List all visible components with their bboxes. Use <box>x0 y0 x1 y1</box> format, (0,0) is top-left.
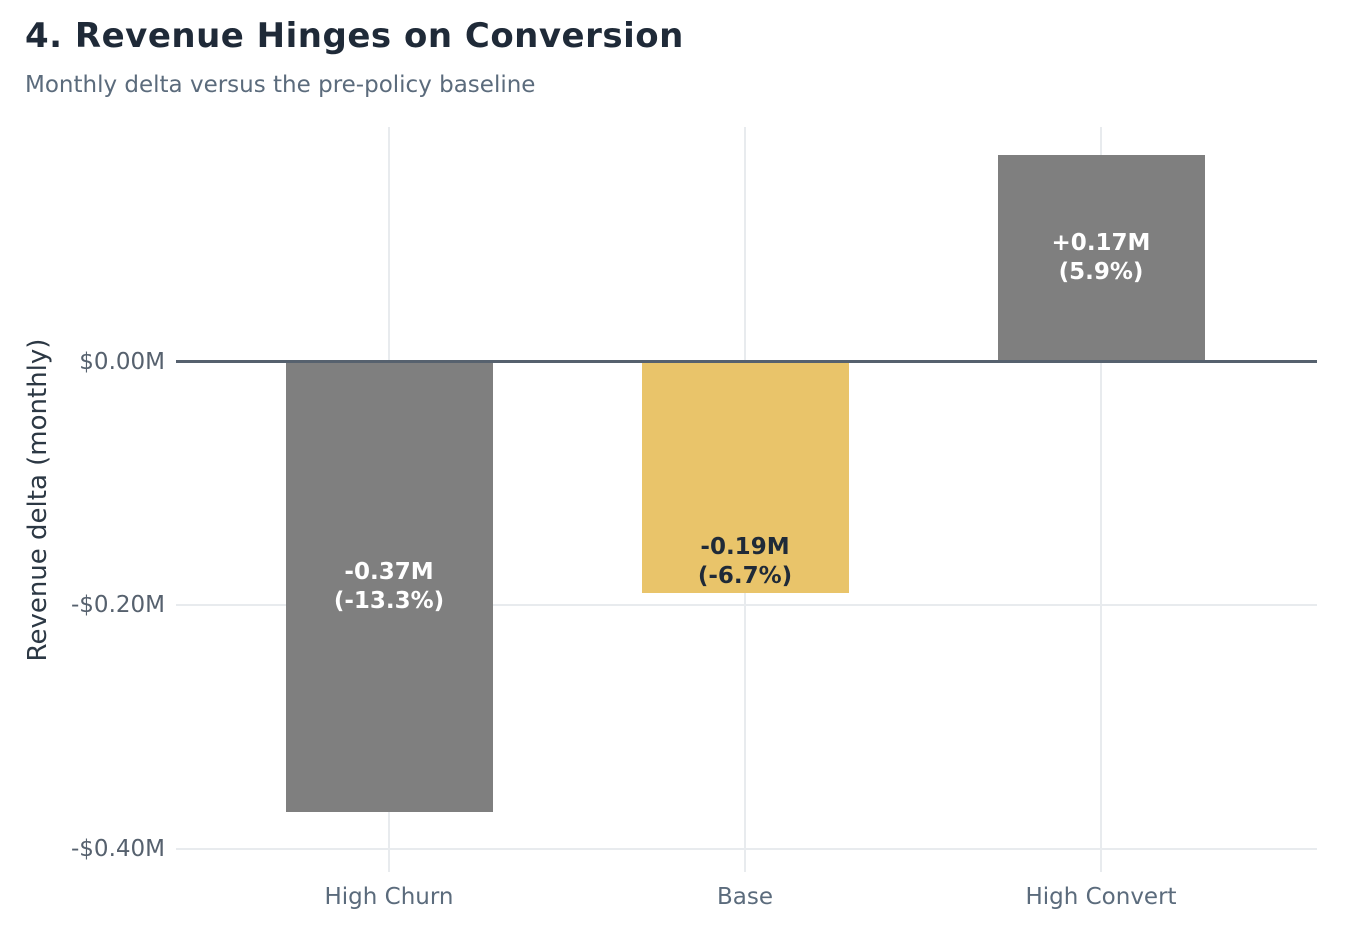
horizontal-gridline <box>176 847 1317 850</box>
y-tick-label: -$0.40M <box>71 835 165 862</box>
y-tick-label: -$0.20M <box>71 592 165 619</box>
bar-delta-value: -0.19M <box>700 534 790 560</box>
bar-value-label-high-convert: +0.17M (5.9%) <box>1052 229 1151 287</box>
y-tick-label: $0.00M <box>79 348 165 375</box>
x-tick-label-high-churn: High Churn <box>324 884 454 910</box>
x-tick-label-high-convert: High Convert <box>1025 884 1177 910</box>
zero-baseline <box>176 360 1317 364</box>
bar-value-label-high-churn: -0.37M (-13.3%) <box>334 558 444 616</box>
x-tick-label-base: Base <box>716 884 774 910</box>
chart-subtitle: Monthly delta versus the pre-policy base… <box>25 72 536 98</box>
bar-high-churn <box>285 361 493 813</box>
bar-delta-percent: (-13.3%) <box>333 588 445 615</box>
chart-title: 4. Revenue Hinges on Conversion <box>25 16 684 56</box>
bar-high-convert <box>997 154 1205 362</box>
bar-value-label-base: -0.19M (-6.7%) <box>698 533 792 591</box>
horizontal-gridline <box>176 604 1317 607</box>
bar-delta-value: -0.37M <box>344 559 434 586</box>
bar-delta-percent: (-6.7%) <box>697 563 793 589</box>
bar-delta-percent: (5.9%) <box>1058 259 1144 286</box>
vertical-gridline-high-convert <box>1100 127 1102 872</box>
bar-delta-value: +0.17M <box>1051 230 1151 257</box>
bar-base <box>641 361 849 594</box>
